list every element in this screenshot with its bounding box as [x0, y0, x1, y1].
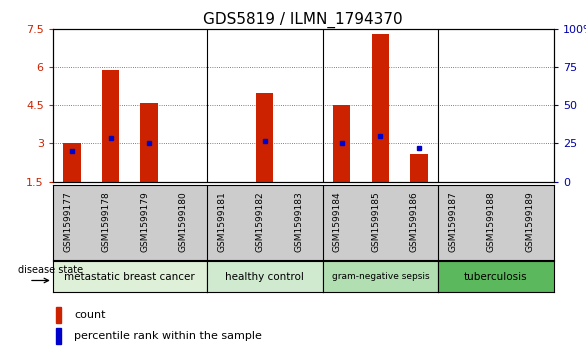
Text: metastatic breast cancer: metastatic breast cancer — [64, 272, 195, 282]
Bar — [372, 34, 389, 182]
Text: gram-negative sepsis: gram-negative sepsis — [332, 272, 429, 281]
Text: GSM1599181: GSM1599181 — [217, 191, 226, 252]
Text: GSM1599188: GSM1599188 — [487, 191, 496, 252]
Bar — [141, 103, 158, 182]
Bar — [63, 143, 81, 182]
Title: GDS5819 / ILMN_1794370: GDS5819 / ILMN_1794370 — [203, 12, 403, 28]
Text: GSM1599189: GSM1599189 — [526, 191, 534, 252]
Text: GSM1599186: GSM1599186 — [410, 191, 419, 252]
Text: disease state: disease state — [18, 265, 84, 275]
Text: GSM1599183: GSM1599183 — [294, 191, 304, 252]
Text: GSM1599179: GSM1599179 — [140, 191, 149, 252]
Text: tuberculosis: tuberculosis — [464, 272, 528, 282]
Text: GSM1599185: GSM1599185 — [372, 191, 380, 252]
Text: percentile rank within the sample: percentile rank within the sample — [74, 331, 262, 341]
Text: GSM1599180: GSM1599180 — [179, 191, 188, 252]
Text: GSM1599184: GSM1599184 — [333, 191, 342, 252]
Bar — [333, 105, 350, 182]
Text: GSM1599187: GSM1599187 — [448, 191, 458, 252]
Text: GSM1599182: GSM1599182 — [255, 191, 265, 252]
Bar — [102, 70, 119, 182]
Text: healthy control: healthy control — [225, 272, 304, 282]
Text: GSM1599178: GSM1599178 — [101, 191, 111, 252]
Text: GSM1599177: GSM1599177 — [63, 191, 72, 252]
Bar — [410, 154, 428, 182]
Bar — [56, 328, 61, 344]
Bar — [56, 307, 61, 322]
Text: count: count — [74, 310, 105, 320]
Bar — [256, 93, 274, 182]
